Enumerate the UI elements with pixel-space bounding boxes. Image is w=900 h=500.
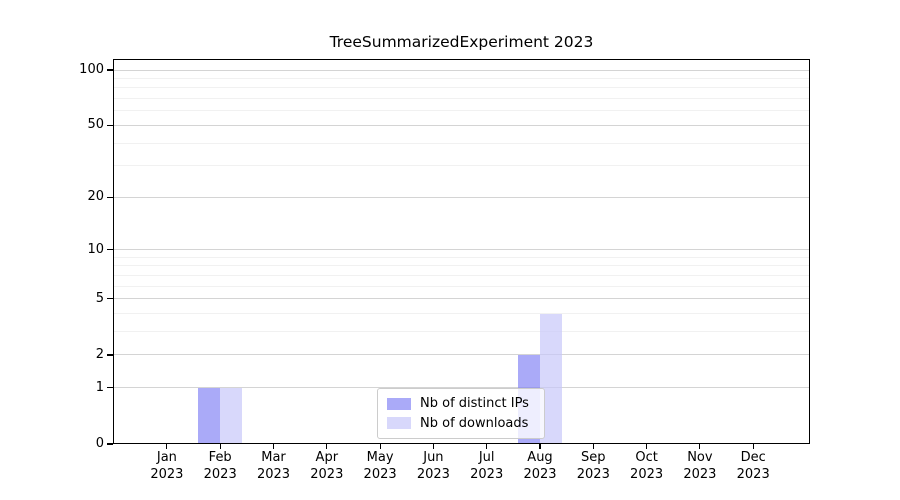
gridline-major [113, 69, 810, 71]
x-tick-mark [752, 444, 754, 449]
legend-item-downloads: Nb of downloads [387, 416, 536, 431]
legend-swatch-distinct-ips [387, 397, 411, 410]
gridline-major [113, 124, 810, 126]
legend: Nb of distinct IPs Nb of downloads [377, 388, 545, 439]
x-tick-mark [539, 444, 541, 449]
gridline-minor [113, 274, 810, 276]
x-tick-label: Jun 2023 [416, 450, 450, 482]
gridline-minor [113, 313, 810, 315]
gridline-major [113, 249, 810, 251]
x-tick-mark [646, 444, 648, 449]
legend-label-downloads: Nb of downloads [420, 415, 529, 431]
gridline-minor [113, 256, 810, 258]
plot-area [113, 59, 810, 444]
gridline-major [113, 354, 810, 356]
x-tick-label: Mar 2023 [256, 450, 291, 482]
y-tick-mark [107, 298, 113, 300]
bar-nb-of-distinct-ips [198, 387, 221, 444]
x-tick-mark [432, 444, 434, 449]
y-tick-label: 1 [95, 379, 104, 395]
gridline-minor [113, 331, 810, 333]
x-tick-mark [166, 444, 168, 449]
bar-nb-of-downloads [540, 313, 562, 444]
x-tick-label: Jan 2023 [150, 450, 184, 482]
y-tick-label: 2 [95, 346, 104, 362]
gridline-major [113, 298, 810, 300]
x-tick-label: Sep 2023 [576, 450, 610, 482]
y-tick-label: 20 [87, 189, 104, 205]
x-tick-label: Aug 2023 [523, 450, 557, 482]
gridline-minor [113, 265, 810, 267]
x-tick-label: Oct 2023 [630, 450, 664, 482]
x-tick-label: May 2023 [363, 450, 397, 482]
y-tick-mark [107, 69, 113, 71]
chart-title: TreeSummarizedExperiment 2023 [329, 33, 594, 51]
x-tick-mark [699, 444, 701, 449]
bar-nb-of-downloads [220, 387, 243, 444]
y-tick-label: 100 [79, 62, 104, 77]
x-tick-label: Nov 2023 [683, 450, 717, 482]
x-tick-mark [486, 444, 488, 449]
legend-label-distinct-ips: Nb of distinct IPs [420, 396, 529, 412]
legend-swatch-downloads [387, 417, 411, 430]
gridline-minor [113, 87, 810, 89]
x-tick-mark [272, 444, 275, 449]
y-tick-mark [107, 249, 113, 251]
y-tick-mark [107, 196, 113, 198]
x-tick-mark [379, 444, 381, 449]
x-tick-label: Jul 2023 [470, 450, 504, 482]
gridline-minor [113, 142, 810, 144]
x-tick-label: Feb 2023 [203, 450, 237, 482]
legend-item-distinct-ips: Nb of distinct IPs [387, 396, 536, 411]
gridline-minor [113, 77, 810, 79]
y-tick-label: 10 [87, 241, 104, 257]
x-tick-mark [219, 444, 221, 449]
x-tick-label: Dec 2023 [736, 450, 770, 482]
y-tick-label: 50 [87, 117, 104, 133]
y-tick-label: 0 [95, 436, 104, 451]
y-tick-mark [107, 354, 113, 356]
y-tick-mark [107, 387, 113, 389]
y-tick-label: 5 [95, 290, 104, 306]
gridline-minor [113, 98, 810, 100]
gridline-minor [113, 110, 810, 112]
x-tick-mark [326, 444, 328, 449]
gridline-minor [113, 285, 810, 287]
gridline-major [113, 196, 810, 198]
y-tick-mark [107, 124, 113, 126]
gridline-major [113, 387, 810, 389]
x-tick-label: Apr 2023 [310, 450, 344, 482]
y-tick-mark [107, 443, 113, 445]
x-tick-mark [592, 444, 594, 449]
gridline-minor [113, 165, 810, 167]
